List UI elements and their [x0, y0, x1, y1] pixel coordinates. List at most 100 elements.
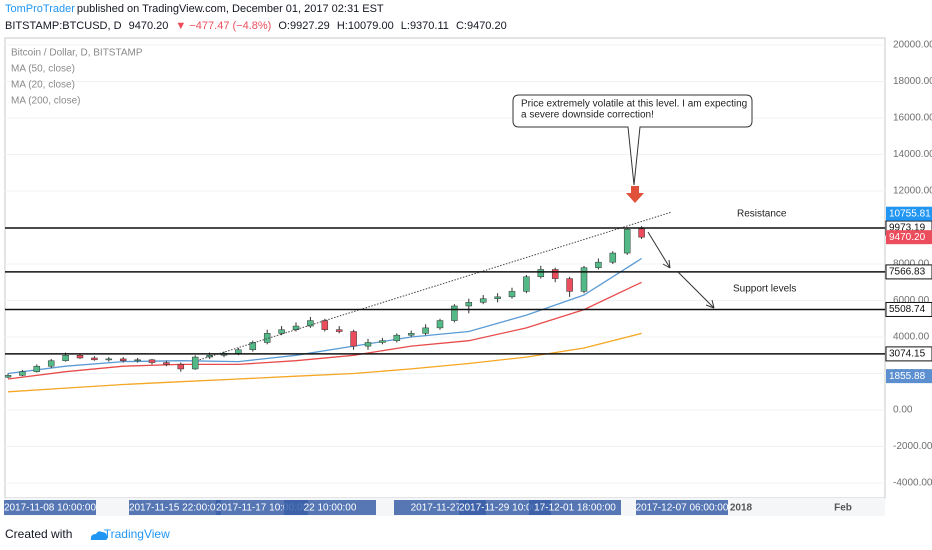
- ma-line: [7, 332, 642, 393]
- level-label: 3074.15: [889, 349, 926, 360]
- callout-box: [512, 94, 753, 186]
- close: C:9470.20: [455, 20, 507, 32]
- down-marker: [626, 186, 644, 203]
- price-label: 1855.88: [889, 371, 926, 382]
- price: 9470.20: [128, 20, 169, 32]
- candle-body: [76, 355, 84, 359]
- candle-body: [47, 360, 55, 367]
- y-tick-label: -2000.00: [893, 441, 932, 452]
- level-label: 7566.83: [889, 267, 926, 278]
- level-badge: [885, 264, 932, 280]
- candle-body: [465, 302, 473, 307]
- candle-body: [335, 329, 343, 332]
- candle-body: [523, 276, 530, 292]
- candle-body: [191, 356, 199, 370]
- x-label-bg: [4, 500, 96, 515]
- x-tick-label: 2017-11-29 10:00:00: [459, 503, 552, 514]
- x-tick-label: 2017-12-07 06:00:00: [636, 503, 729, 514]
- y-tick-label: 6000.00: [893, 295, 930, 306]
- x-tick-label: 2017-11-27 1: [411, 503, 470, 514]
- arrow: [677, 271, 715, 309]
- published: published on TradingView.com, December 0…: [76, 3, 384, 15]
- candle-body: [105, 358, 113, 361]
- candle-body: [508, 291, 516, 298]
- support-label: Support levels: [733, 284, 796, 295]
- candle-body: [350, 331, 357, 347]
- candle-body: [249, 342, 257, 351]
- symbol: BITSTAMP:BTCUSD, D: [5, 20, 122, 32]
- candle-body: [33, 365, 41, 372]
- symbol-line: BITSTAMP:BTCUSD, D 9470.20 ▼ −477.47 (−4…: [5, 20, 511, 32]
- x-tick-label: 2017-11-15 22:00:00: [129, 503, 222, 514]
- y-tick-label: 14000.00: [893, 149, 932, 160]
- candle-body: [494, 296, 501, 299]
- candle-body: [623, 229, 631, 254]
- x-tick-label: 17-12-01 18:00:00: [534, 503, 616, 514]
- candle-body: [163, 362, 170, 365]
- tv-logo: [90, 531, 108, 540]
- level-badge: [885, 301, 932, 317]
- author[interactable]: TomProTrader: [5, 3, 75, 15]
- level-label: 5508.74: [889, 304, 926, 315]
- candle-body: [321, 320, 329, 330]
- candle-body: [537, 269, 545, 278]
- candle-body: [62, 355, 69, 361]
- x-label-bg: [529, 500, 621, 515]
- x-tick-label: 2017-11-08 10:00:00: [4, 503, 97, 514]
- candle-body: [436, 320, 444, 329]
- candle-body: [263, 333, 271, 343]
- level-badge: [885, 346, 932, 362]
- y-tick-label: -4000.00: [893, 478, 932, 489]
- candle-body: [551, 269, 559, 279]
- price-badge: [886, 230, 932, 245]
- candle-body: [407, 333, 415, 336]
- candle-body: [307, 320, 314, 327]
- legend-entry: MA (20, close): [11, 80, 75, 91]
- y-tick-label: 12000.00: [893, 186, 932, 197]
- legend-entry: MA (200, close): [11, 96, 80, 107]
- resistance-label: Resistance: [737, 209, 787, 220]
- x-tick-label: 2018: [730, 503, 753, 514]
- candle-body: [638, 228, 645, 238]
- candle-body: [292, 325, 300, 330]
- x-tick-label: 2017-11-17 10:00:00: [216, 503, 309, 514]
- low: L:9370.11: [400, 20, 449, 32]
- candle-body: [119, 358, 127, 361]
- trendline: [199, 211, 672, 361]
- price-label: 9470.20: [889, 232, 926, 243]
- candle-body: [19, 371, 26, 376]
- candle-body: [278, 329, 285, 334]
- x-tick-label: 22 10:00:00: [304, 503, 357, 514]
- candle-body: [134, 359, 141, 362]
- callout-text: Price extremely volatile at this level. …: [521, 99, 747, 110]
- x-tick-label: Feb: [834, 503, 852, 514]
- candle-body: [5, 375, 12, 378]
- price-badge: [886, 369, 932, 384]
- created-with: Created with: [5, 527, 73, 541]
- y-tick-label: 16000.00: [893, 113, 932, 124]
- footer: Created with TradingView: [5, 527, 170, 541]
- change: ▼ −477.47 (−4.8%): [175, 20, 272, 32]
- candle-body: [595, 261, 602, 268]
- chart: 20000.00 18000.00 16000.00 14000.00 12000.00…: [4, 37, 932, 516]
- y-tick-label: 0.00: [893, 405, 913, 416]
- level-label: 9973.19: [889, 223, 926, 234]
- price-badge: [886, 206, 932, 221]
- candle-body: [379, 340, 386, 343]
- open: O:9927.29: [278, 20, 330, 32]
- plot-area: [4, 37, 886, 499]
- candle-body: [393, 334, 401, 341]
- ma-line: [7, 257, 642, 375]
- candle-body: [235, 349, 242, 354]
- x-label-bg: [459, 500, 551, 515]
- candle-body: [91, 357, 98, 361]
- candle-body: [148, 359, 156, 363]
- candle-body: [422, 327, 429, 334]
- x-label-bg: [284, 500, 376, 515]
- y-tick-label: 4000.00: [893, 332, 930, 343]
- brand[interactable]: TradingView: [103, 527, 170, 541]
- legend-entry: MA (50, close): [11, 64, 75, 75]
- candle-body: [580, 267, 588, 292]
- publish-line: TomProTrader published on TradingView.com…: [5, 3, 388, 15]
